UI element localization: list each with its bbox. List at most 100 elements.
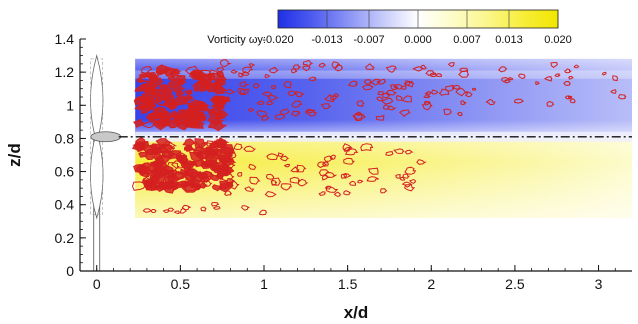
contour-blob [385, 65, 397, 73]
contour-blob [403, 80, 415, 88]
turbine-silhouette [90, 54, 122, 272]
contour-blob [219, 59, 232, 67]
contour-blob [317, 161, 328, 169]
contour-blob [240, 70, 250, 76]
contour-blob [543, 76, 553, 82]
contour-blob [138, 103, 154, 114]
contour-blob [343, 173, 352, 179]
contour-blob [361, 84, 374, 91]
contour-blob [184, 145, 194, 152]
contour-blob [345, 148, 359, 156]
y-tick-label: 0.2 [55, 230, 75, 246]
contour-blob [618, 93, 627, 100]
contour-blob [333, 93, 340, 98]
contour-blob [356, 100, 365, 108]
contour-blob [223, 88, 236, 95]
contour-blob [508, 77, 514, 81]
contour-blob [155, 138, 172, 149]
contour-blob [329, 154, 336, 160]
contour-blob [431, 89, 439, 95]
contour-blob [172, 83, 186, 93]
contour-blob [221, 96, 231, 103]
contour-blob [256, 110, 268, 118]
contour-blob [375, 114, 385, 121]
contour-blob [228, 151, 237, 159]
contour-blob [291, 100, 303, 108]
contour-blob [368, 78, 381, 86]
contour-blob [287, 90, 299, 97]
contour-blob [200, 206, 207, 212]
contour-blob [320, 103, 332, 110]
contour-blob [203, 82, 213, 89]
contour-blob [377, 91, 384, 96]
contour-blob [421, 101, 433, 111]
contour-blob [395, 174, 401, 179]
contour-blob [401, 181, 413, 188]
contour-blob [445, 84, 456, 92]
x-tick-label: 1.5 [338, 276, 358, 292]
contour-blob [277, 152, 284, 158]
x-tick-label: 2.5 [505, 276, 525, 292]
contour-blob [149, 77, 164, 87]
colorbar-tick-label: 0.013 [495, 34, 523, 46]
contour-blob [135, 136, 149, 147]
contour-blob [376, 78, 387, 85]
contour-blob [352, 113, 364, 120]
contour-blob [162, 99, 179, 111]
contour-blob [535, 81, 541, 86]
contour-blob [459, 67, 469, 72]
contour-blob [382, 92, 391, 99]
y-axis-title: z/d [5, 143, 24, 167]
contour-blob [601, 71, 607, 76]
vorticity-contours [131, 59, 627, 216]
contour-blob [223, 190, 233, 196]
contour-blob [420, 64, 427, 70]
contour-blob [283, 163, 290, 168]
colorbar-tick-label: -0.013 [311, 34, 342, 46]
contour-blob [573, 64, 580, 69]
contour-blob [289, 176, 301, 184]
contour-blob [185, 93, 195, 100]
contour-blob [162, 169, 176, 179]
contour-blob [184, 89, 193, 95]
contour-blob [243, 145, 257, 152]
y-tick-label: 0 [66, 263, 74, 279]
contour-blob [183, 180, 203, 192]
contour-blob [291, 68, 298, 74]
turbine-upper-blade [90, 54, 104, 136]
contour-blob [318, 169, 331, 177]
contour-blob [460, 100, 468, 106]
x-tick-label: 2 [427, 276, 435, 292]
contour-blob [333, 191, 342, 197]
contour-blob [568, 76, 575, 80]
x-tick-label: 3 [595, 276, 603, 292]
contour-blob [382, 104, 390, 110]
colorbar-tick-label: 0.020 [544, 34, 572, 46]
contour-blob [213, 97, 221, 102]
contour-blob [152, 108, 164, 116]
contour-blob [318, 62, 326, 68]
contour-blob [177, 168, 189, 177]
upper-streak [135, 70, 632, 79]
y-tick-label: 0.6 [55, 164, 75, 180]
contour-blob [424, 91, 433, 95]
contour-blob [401, 85, 407, 90]
contour-blob [610, 89, 617, 94]
contour-blob [225, 157, 235, 163]
contour-blob [221, 166, 232, 174]
contour-blob [196, 111, 207, 117]
contour-blob [215, 106, 226, 111]
contour-blob [223, 172, 232, 177]
contour-blob [143, 179, 158, 192]
contour-blob [270, 85, 277, 90]
contour-blob [186, 180, 197, 188]
contour-blob [207, 119, 228, 132]
contour-blob [563, 80, 571, 86]
contour-blob [230, 69, 239, 74]
contour-blob [471, 87, 477, 91]
contour-blob [423, 100, 431, 106]
contour-blob [409, 178, 417, 184]
contour-blob [199, 105, 211, 112]
contour-blob [216, 67, 225, 73]
contour-blob [162, 209, 170, 213]
